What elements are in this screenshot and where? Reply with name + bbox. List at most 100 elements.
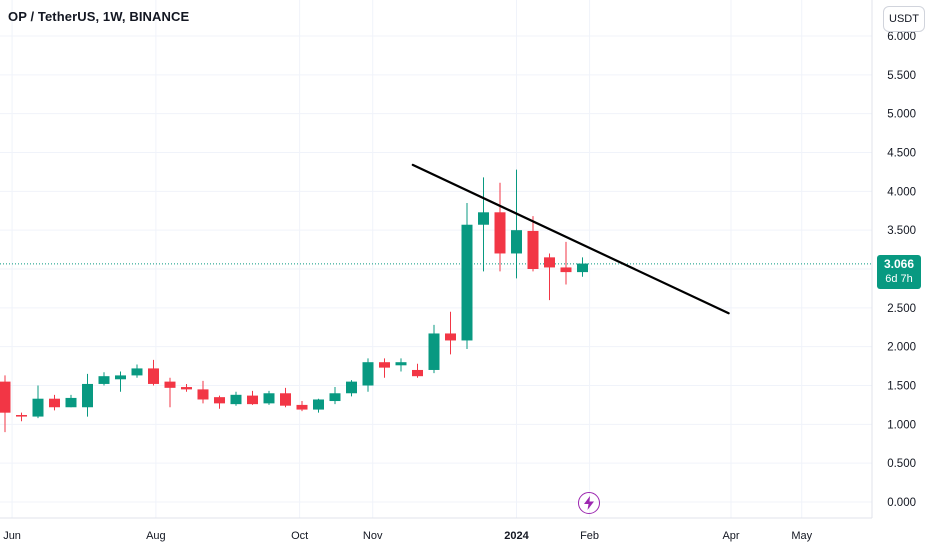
candle-body bbox=[329, 393, 341, 402]
candle-body bbox=[346, 381, 357, 394]
candle-body bbox=[263, 393, 275, 404]
candle-body bbox=[412, 369, 423, 377]
grid bbox=[0, 0, 872, 518]
candle-body bbox=[230, 394, 242, 405]
candle bbox=[65, 394, 77, 408]
price-tick-label: 5.000 bbox=[887, 109, 916, 121]
candle bbox=[577, 257, 588, 277]
candle-body bbox=[527, 230, 539, 269]
price-tick-label: 3.500 bbox=[887, 225, 916, 237]
candle bbox=[115, 371, 126, 392]
candle bbox=[494, 182, 506, 272]
candle-body bbox=[0, 381, 11, 413]
candle bbox=[148, 359, 159, 386]
candle bbox=[346, 380, 357, 397]
trendline-layer bbox=[411, 163, 730, 315]
trendline[interactable] bbox=[411, 163, 730, 315]
candle-body bbox=[49, 398, 60, 408]
candle-body bbox=[577, 263, 588, 273]
candle-body bbox=[362, 362, 374, 386]
candle-body bbox=[16, 415, 27, 417]
candle bbox=[395, 358, 407, 372]
candle bbox=[527, 216, 539, 272]
candle-body bbox=[445, 333, 456, 341]
time-tick-label: Jun bbox=[3, 530, 21, 542]
price-tick-label: 2.500 bbox=[887, 303, 916, 315]
candle bbox=[98, 372, 110, 386]
flash-glyph bbox=[584, 496, 594, 510]
price-tick-label: 4.500 bbox=[887, 148, 916, 160]
candle bbox=[247, 390, 258, 405]
candle-body bbox=[478, 212, 489, 225]
candle-body bbox=[511, 230, 522, 254]
candle-body bbox=[164, 381, 176, 388]
candle bbox=[16, 412, 27, 422]
candle-body bbox=[395, 362, 407, 366]
time-tick-label: 2024 bbox=[504, 530, 529, 542]
candle-body bbox=[544, 257, 555, 268]
time-tick-label: Feb bbox=[580, 530, 599, 542]
candle bbox=[544, 253, 555, 301]
price-tick-label: 1.000 bbox=[887, 419, 916, 431]
last-price-badge: 3.066 6d 7h bbox=[877, 255, 921, 289]
candle-body bbox=[65, 397, 77, 408]
candle bbox=[181, 383, 192, 392]
candle-body bbox=[131, 368, 143, 376]
candle bbox=[214, 395, 225, 409]
symbol-title[interactable]: OP / TetherUS, 1W, BINANCE bbox=[8, 9, 190, 24]
candle-body bbox=[32, 398, 44, 417]
candle bbox=[379, 358, 390, 378]
time-tick-label: Nov bbox=[363, 530, 383, 542]
candle bbox=[296, 401, 308, 412]
price-axis[interactable]: 0.000 0.500 1.000 1.500 2.000 2.500 3.500 4.000… bbox=[871, 0, 916, 518]
candle-body bbox=[313, 399, 324, 410]
flash-icon[interactable] bbox=[578, 492, 600, 514]
candle-body bbox=[461, 224, 473, 341]
candle-body bbox=[98, 376, 110, 384]
currency-button[interactable]: USDT bbox=[883, 6, 925, 32]
candle bbox=[445, 311, 456, 355]
candle bbox=[461, 202, 473, 349]
candle-body bbox=[181, 387, 192, 390]
candle-body bbox=[247, 395, 258, 405]
candle bbox=[0, 375, 11, 433]
time-tick-label: Apr bbox=[722, 530, 739, 542]
candle bbox=[560, 241, 572, 285]
price-tick-label-clipped: 6.000 bbox=[887, 31, 916, 43]
candle-body bbox=[115, 375, 126, 380]
candles bbox=[0, 169, 588, 433]
candle bbox=[230, 391, 242, 406]
price-tick-label: 5.500 bbox=[887, 70, 916, 82]
candle bbox=[280, 387, 291, 408]
candle bbox=[313, 398, 324, 413]
candle bbox=[32, 385, 44, 419]
price-tick-label: 1.500 bbox=[887, 381, 916, 393]
time-tick-label: Aug bbox=[146, 530, 166, 542]
candle-body bbox=[197, 389, 209, 400]
candle bbox=[412, 363, 423, 378]
time-tick-label: May bbox=[791, 530, 812, 542]
candle-body bbox=[379, 362, 390, 368]
candle bbox=[164, 377, 176, 408]
price-tick-label: 0.500 bbox=[887, 458, 916, 470]
price-tick-label: 4.000 bbox=[887, 186, 916, 198]
candle bbox=[82, 373, 93, 417]
candle bbox=[511, 169, 522, 279]
candle-body bbox=[428, 333, 440, 370]
candle bbox=[49, 394, 60, 411]
candle bbox=[263, 390, 275, 405]
candle bbox=[478, 177, 489, 272]
candle bbox=[428, 324, 440, 374]
candle-body bbox=[82, 383, 93, 408]
candle bbox=[131, 364, 143, 378]
candle-body bbox=[280, 393, 291, 406]
candle bbox=[362, 358, 374, 392]
time-tick-label: Oct bbox=[291, 530, 308, 542]
time-axis[interactable]: Jun Aug Oct Nov 2024 Feb Apr May bbox=[0, 517, 872, 542]
bar-countdown: 6d 7h bbox=[885, 273, 913, 285]
candle-body bbox=[296, 404, 308, 410]
candle-body bbox=[214, 397, 225, 404]
candle bbox=[329, 387, 341, 405]
candle-body bbox=[560, 267, 572, 273]
